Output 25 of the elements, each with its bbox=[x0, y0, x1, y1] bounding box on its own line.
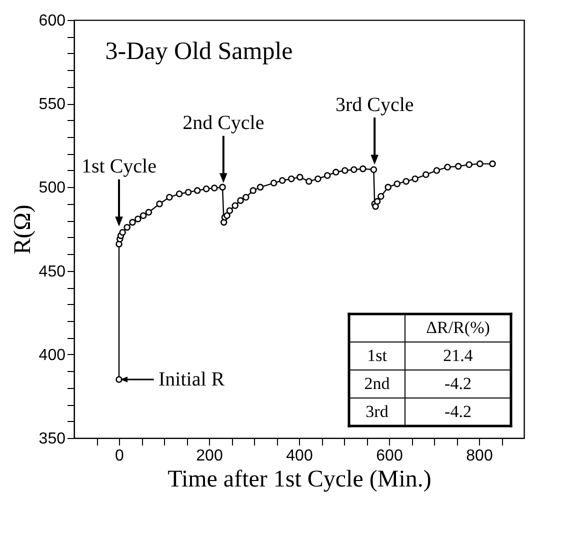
x-tick-label: 400 bbox=[286, 448, 313, 464]
annotation: Initial R bbox=[158, 368, 226, 390]
y-tick-label: 500 bbox=[38, 180, 66, 197]
text: 3-Day Old Sample bbox=[105, 38, 293, 65]
annotation: 3rd bbox=[366, 402, 389, 421]
annotation: 21.4 bbox=[443, 346, 474, 365]
x-tick-label: 0 bbox=[115, 448, 124, 464]
y-tick-label: 450 bbox=[38, 263, 66, 280]
y-tick-label: 400 bbox=[38, 346, 66, 364]
y-tick-label: 600 bbox=[38, 12, 66, 30]
x-axis-title: Time after 1st Cycle (Min.) bbox=[168, 466, 432, 492]
y-tick-label: 550 bbox=[38, 96, 66, 114]
annotation: -4.2 bbox=[444, 402, 472, 421]
x-tick-label: 200 bbox=[196, 448, 223, 464]
annotation: ΔR/R(%) bbox=[426, 318, 490, 337]
y-tick-label: 350 bbox=[38, 430, 66, 448]
annotation: 1st bbox=[367, 346, 388, 365]
x-tick-label: 800 bbox=[466, 448, 493, 464]
annotation: 1st Cycle bbox=[82, 156, 157, 178]
annotation: -4.2 bbox=[444, 374, 472, 393]
annotation: 3rd Cycle bbox=[335, 94, 414, 116]
annotation: 2nd Cycle bbox=[182, 112, 264, 134]
annotation: 2nd bbox=[364, 374, 390, 393]
x-tick-label: 600 bbox=[376, 448, 403, 464]
y-axis-title: R(Ω) bbox=[10, 204, 36, 254]
